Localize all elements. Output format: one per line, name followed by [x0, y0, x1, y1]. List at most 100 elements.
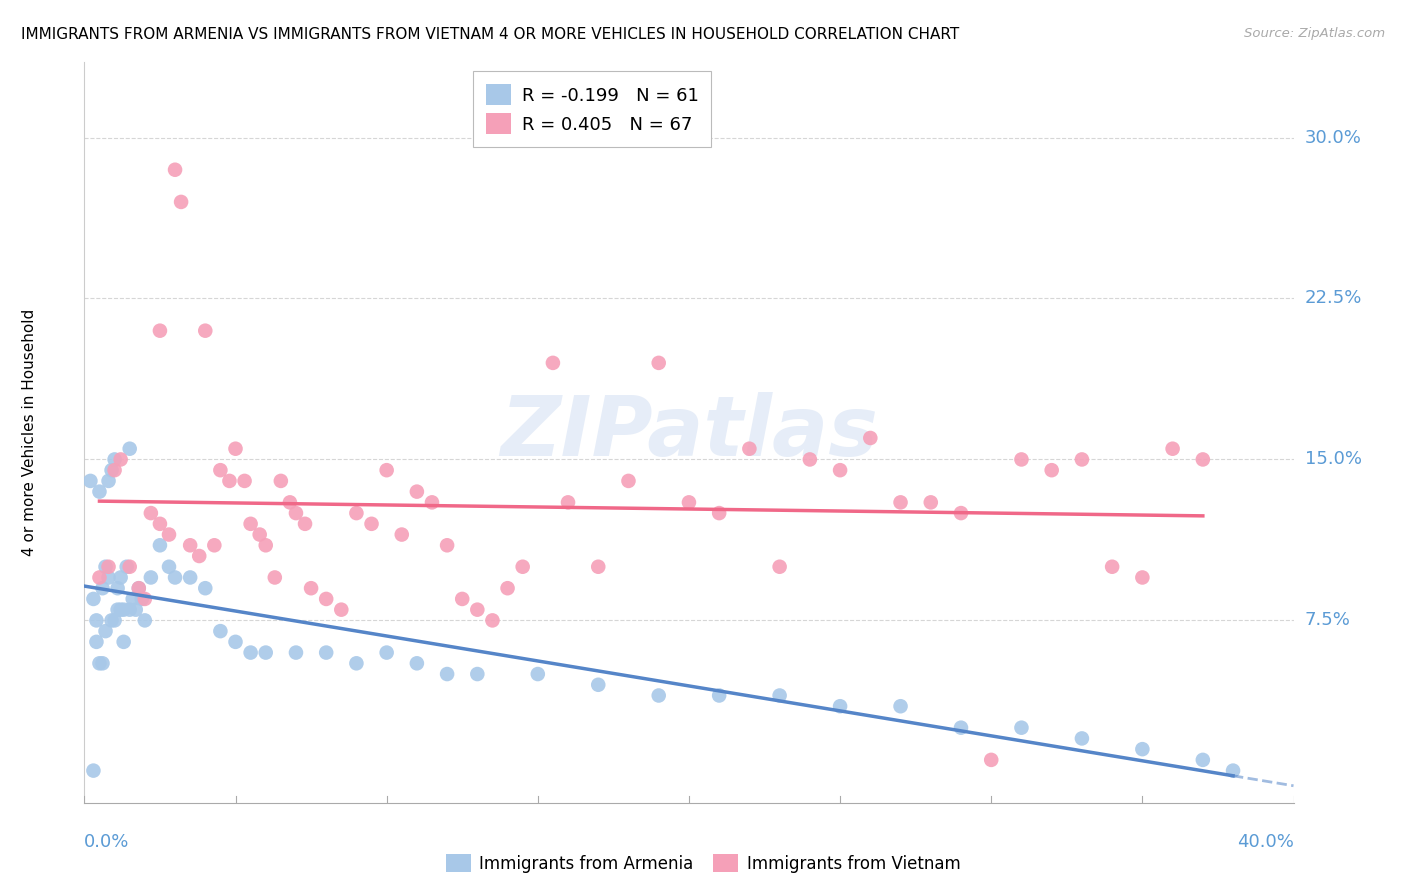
Point [330, 602, 353, 616]
Point [315, 646, 337, 660]
Point [100, 614, 122, 628]
Point [375, 646, 398, 660]
Point [112, 635, 135, 649]
Point [128, 581, 150, 595]
Text: 30.0%: 30.0% [1305, 128, 1361, 146]
Point [82, 764, 104, 778]
Point [179, 538, 201, 552]
Point [97, 559, 120, 574]
Text: 0.0%: 0.0% [84, 833, 129, 851]
Point [1040, 463, 1063, 477]
Point [451, 591, 474, 606]
Point [254, 538, 277, 552]
Point [94, 559, 117, 574]
Point [121, 591, 143, 606]
Point [89, 484, 111, 499]
Point [1071, 731, 1094, 746]
Point [647, 356, 671, 370]
Point [830, 699, 852, 714]
Point [436, 538, 458, 552]
Point [139, 506, 162, 520]
Point [950, 721, 973, 735]
Point [149, 324, 172, 338]
Point [97, 570, 120, 584]
Point [467, 667, 489, 681]
Point [375, 463, 398, 477]
Point [294, 516, 316, 531]
Point [218, 474, 240, 488]
Point [104, 463, 127, 477]
Point [118, 442, 141, 456]
Text: Source: ZipAtlas.com: Source: ZipAtlas.com [1244, 27, 1385, 40]
Text: 7.5%: 7.5% [1305, 611, 1351, 630]
Point [617, 474, 640, 488]
Point [360, 516, 382, 531]
Point [709, 506, 731, 520]
Point [1222, 764, 1244, 778]
Point [86, 635, 108, 649]
Point [131, 591, 153, 606]
Point [163, 162, 186, 177]
Point [890, 699, 912, 714]
Point [100, 463, 122, 477]
Point [112, 602, 135, 616]
Point [149, 538, 172, 552]
Point [284, 506, 308, 520]
Point [163, 570, 186, 584]
Point [346, 506, 368, 520]
Point [239, 646, 262, 660]
Text: 40.0%: 40.0% [1237, 833, 1294, 851]
Point [97, 474, 120, 488]
Point [950, 506, 973, 520]
Point [91, 581, 114, 595]
Point [107, 602, 129, 616]
Legend: Immigrants from Armenia, Immigrants from Vietnam: Immigrants from Armenia, Immigrants from… [439, 847, 967, 880]
Point [110, 570, 132, 584]
Point [91, 657, 114, 671]
Point [678, 495, 700, 509]
Point [1130, 742, 1153, 756]
Legend: R = -0.199   N = 61, R = 0.405   N = 67: R = -0.199 N = 61, R = 0.405 N = 67 [472, 71, 711, 146]
Point [1010, 721, 1032, 735]
Point [278, 495, 301, 509]
Point [254, 646, 277, 660]
Point [1191, 753, 1213, 767]
Point [89, 570, 111, 584]
Point [588, 559, 610, 574]
Point [79, 474, 101, 488]
Point [1010, 452, 1032, 467]
Point [110, 452, 132, 467]
Point [128, 581, 150, 595]
Point [799, 452, 821, 467]
Text: IMMIGRANTS FROM ARMENIA VS IMMIGRANTS FROM VIETNAM 4 OR MORE VEHICLES IN HOUSEHO: IMMIGRANTS FROM ARMENIA VS IMMIGRANTS FR… [21, 27, 959, 42]
Point [188, 549, 211, 563]
Point [157, 559, 180, 574]
Text: 4 or more Vehicles in Household: 4 or more Vehicles in Household [22, 309, 38, 557]
Point [225, 635, 247, 649]
Point [481, 614, 503, 628]
Point [104, 614, 127, 628]
Point [170, 194, 193, 209]
Point [512, 559, 534, 574]
Point [346, 657, 368, 671]
Point [209, 624, 232, 639]
Point [82, 591, 104, 606]
Text: 15.0%: 15.0% [1305, 450, 1361, 468]
Point [1161, 442, 1184, 456]
Point [118, 559, 141, 574]
Point [588, 678, 610, 692]
Point [149, 516, 172, 531]
Point [738, 442, 761, 456]
Point [107, 581, 129, 595]
Point [270, 474, 292, 488]
Point [541, 356, 564, 370]
Point [406, 484, 429, 499]
Point [436, 667, 458, 681]
Text: ZIPatlas: ZIPatlas [501, 392, 877, 473]
Point [94, 624, 117, 639]
Point [157, 527, 180, 541]
Point [557, 495, 579, 509]
Point [406, 657, 429, 671]
Point [104, 452, 127, 467]
Point [134, 614, 156, 628]
